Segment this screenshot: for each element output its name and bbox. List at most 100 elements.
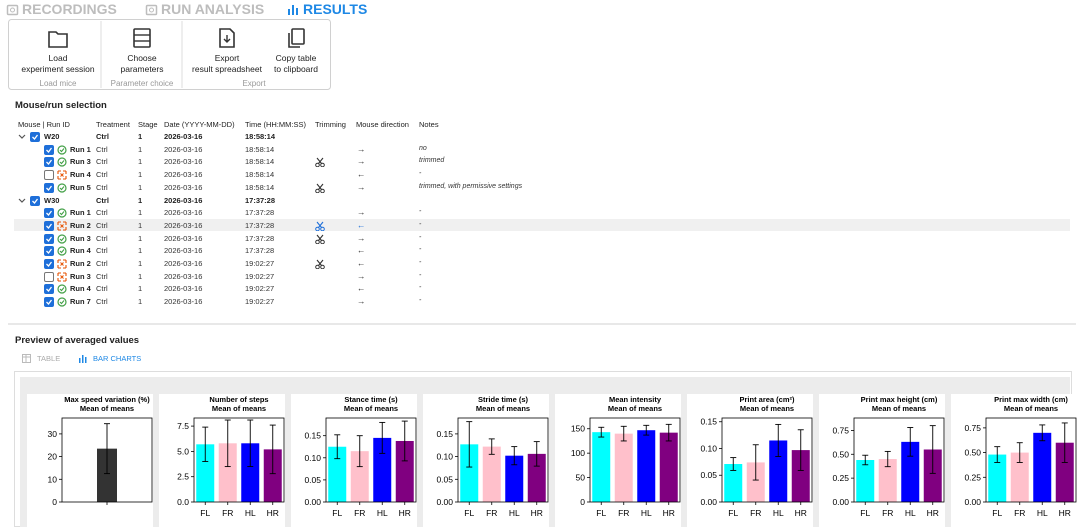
- run-checkbox[interactable]: [44, 271, 54, 282]
- view-icon[interactable]: [22, 354, 31, 363]
- run-id: Run 4: [70, 246, 91, 256]
- run-id: Run 3: [70, 233, 91, 243]
- y-tick-label: 0.25: [832, 473, 849, 483]
- run-cell: Ctrl: [96, 246, 108, 256]
- expand-chevron[interactable]: [18, 134, 26, 140]
- ribbon-icon[interactable]: [130, 26, 154, 50]
- view-tab[interactable]: TABLE: [37, 354, 61, 363]
- x-tick-label: FL: [332, 508, 342, 518]
- error-bar: [334, 434, 341, 460]
- x-tick-label: FL: [860, 508, 870, 518]
- run-checkbox[interactable]: [44, 220, 54, 231]
- run-checkbox[interactable]: [44, 208, 54, 219]
- ribbon-group-label: Export: [242, 79, 266, 88]
- mouse-checkbox[interactable]: [30, 195, 40, 206]
- error-bar: [620, 425, 627, 442]
- ribbon-icon[interactable]: [46, 26, 70, 50]
- error-bar: [929, 425, 936, 474]
- y-tick-label: 0.15: [700, 417, 717, 427]
- bar: [527, 453, 546, 502]
- tab[interactable]: RECORDINGS: [22, 1, 117, 17]
- run-checkbox[interactable]: [44, 233, 54, 244]
- ribbon-button-label[interactable]: Copy table: [275, 53, 317, 63]
- chart-subtitle: Mean of means: [608, 404, 662, 413]
- tab[interactable]: RUN ANALYSIS: [161, 1, 265, 17]
- run-cell: Ctrl: [96, 271, 108, 281]
- chart-subtitle: Mean of means: [476, 404, 530, 413]
- ribbon-button-label[interactable]: Export: [214, 53, 240, 63]
- tab-icon: [145, 4, 158, 16]
- ribbon-button-label[interactable]: parameters: [120, 64, 164, 74]
- run-checkbox[interactable]: [44, 144, 54, 155]
- run-cell: 17:37:28: [245, 233, 275, 243]
- mouse-cell: Ctrl: [96, 195, 109, 205]
- error-bar: [665, 423, 672, 442]
- mouse-cell: W30: [44, 195, 60, 205]
- run-checkbox[interactable]: [44, 284, 54, 295]
- run-checkbox[interactable]: [44, 182, 54, 193]
- run-checkbox[interactable]: [44, 246, 54, 257]
- run-checkbox[interactable]: [44, 157, 54, 168]
- x-tick-label: HR: [927, 508, 939, 518]
- y-tick-label: 0.05: [700, 470, 717, 480]
- trim-icon: [315, 221, 325, 231]
- error-bar: [104, 423, 110, 475]
- run-cell: Ctrl: [96, 182, 108, 192]
- run-cell: 18:58:14: [245, 144, 275, 154]
- y-tick-label: 150: [571, 424, 585, 434]
- ribbon-button-label[interactable]: to clipboard: [274, 64, 318, 74]
- run-notes: -: [419, 220, 422, 228]
- y-tick-label: 0.10: [700, 443, 717, 453]
- error-bar: [994, 446, 1001, 463]
- y-tick-label: 0.10: [436, 452, 453, 462]
- mouse-checkbox[interactable]: [30, 132, 40, 142]
- expand-chevron[interactable]: [18, 198, 26, 204]
- bar: [988, 454, 1007, 502]
- bar: [350, 451, 369, 502]
- run-cell: Ctrl: [96, 297, 108, 307]
- x-tick-label: HR: [267, 508, 279, 518]
- run-checkbox[interactable]: [44, 297, 54, 308]
- run-status: [57, 246, 67, 256]
- run-direction: ←: [357, 283, 366, 294]
- column-header: Trimming: [315, 120, 346, 129]
- ribbon-button-label[interactable]: result spreadsheet: [192, 64, 262, 74]
- run-notes: trimmed, with permissive settings: [419, 182, 523, 190]
- run-status: [57, 284, 67, 294]
- view-icon[interactable]: [78, 354, 87, 363]
- column-header: Treatment: [96, 120, 130, 129]
- plot-frame: [457, 417, 549, 503]
- run-notes: no: [419, 144, 427, 152]
- run-cell: 2026-03-16: [164, 208, 203, 218]
- ribbon-button-label[interactable]: Load: [48, 53, 68, 63]
- x-tick-label: FL: [728, 508, 738, 518]
- ribbon-group-label: Parameter choice: [110, 79, 174, 88]
- run-cell: Ctrl: [96, 170, 108, 180]
- run-id: Run 4: [70, 170, 91, 180]
- run-cell: 19:02:27: [245, 259, 275, 268]
- error-bar: [466, 421, 473, 468]
- mouse-cell: 18:58:14: [245, 132, 276, 141]
- bar: [1033, 432, 1052, 502]
- run-checkbox[interactable]: [44, 259, 54, 269]
- column-header: Notes: [419, 120, 439, 129]
- y-tick-label: 0.00: [436, 497, 453, 507]
- tab[interactable]: RESULTS: [303, 1, 368, 17]
- ribbon-icon[interactable]: [284, 26, 308, 50]
- view-tab[interactable]: BAR CHARTS: [93, 354, 142, 363]
- run-id: Run 2: [70, 220, 91, 230]
- run-checkbox[interactable]: [44, 170, 54, 181]
- error-bar: [862, 454, 869, 466]
- ribbon-button-label[interactable]: experiment session: [21, 64, 95, 74]
- ribbon-button-label[interactable]: Choose: [127, 53, 157, 63]
- y-tick-label: 0.10: [304, 453, 321, 463]
- run-id: Run 4: [70, 284, 91, 294]
- ribbon-icon[interactable]: [215, 26, 239, 50]
- x-tick-label: HR: [795, 508, 807, 518]
- bar: [482, 446, 501, 502]
- run-status: [57, 208, 67, 218]
- run-notes: -: [419, 284, 422, 292]
- bar: [592, 432, 611, 502]
- plot-frame: [193, 417, 285, 503]
- y-tick-label: 20: [48, 452, 58, 462]
